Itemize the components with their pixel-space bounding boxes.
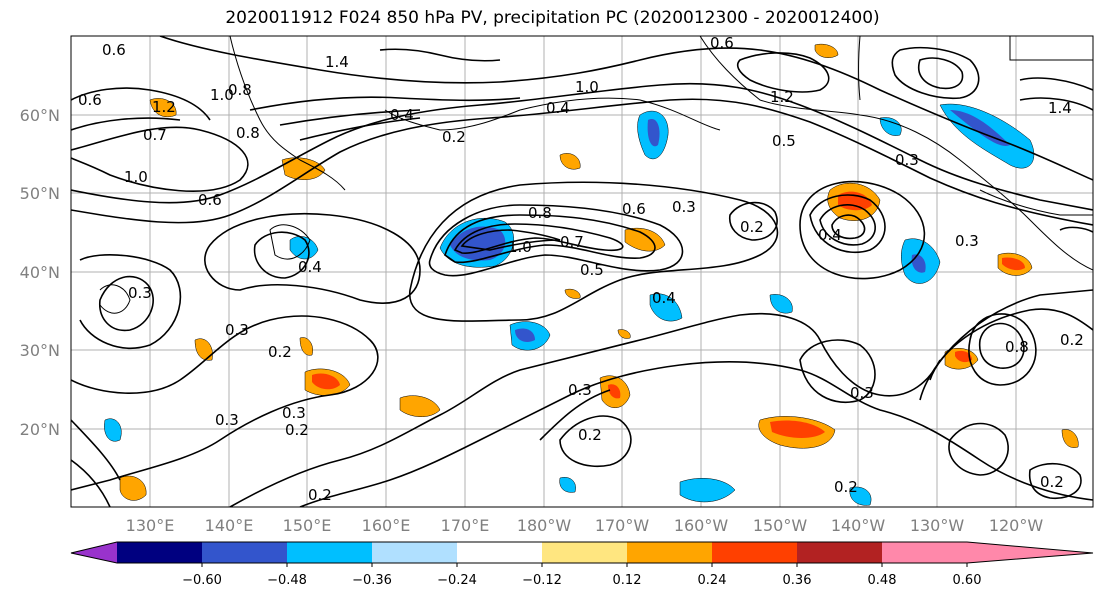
contour-label: 0.2 (442, 128, 466, 146)
contour-label: 0.2 (308, 486, 332, 504)
contour-label: 0.3 (955, 232, 979, 250)
contour-label: 0.2 (1060, 331, 1084, 349)
contour-label: 0.8 (528, 204, 552, 222)
longitude-label: 170°W (595, 516, 650, 535)
contour-label: 0.2 (740, 218, 764, 236)
longitude-label: 150°W (753, 516, 808, 535)
colorbar-tick-label: −0.24 (437, 573, 477, 588)
contour-label: 0.4 (546, 99, 570, 117)
latitude-label: 30°N (20, 341, 60, 360)
contour-label: 0.4 (390, 106, 414, 124)
pv-contours (71, 36, 1093, 507)
contour-label: 0.8 (236, 124, 260, 142)
colorbar: −0.60 −0.48 −0.36 −0.24 −0.12 0.12 0.24 … (70, 541, 1094, 588)
colorbar-segment (797, 542, 882, 563)
page-title: 2020011912 F024 850 hPa PV, precipitatio… (225, 8, 880, 28)
colorbar-tick-label: −0.60 (182, 573, 222, 588)
colorbar-segment (287, 542, 372, 563)
longitude-label: 170°E (441, 516, 490, 535)
colorbar-tick-label: 0.24 (698, 573, 727, 588)
contour-label: 0.5 (772, 132, 796, 150)
contour-label: 1.0 (124, 168, 148, 186)
latitude-label: 40°N (20, 263, 60, 282)
contour-label: 0.6 (622, 200, 646, 218)
colorbar-segment (542, 542, 627, 563)
longitude-label: 140°W (831, 516, 886, 535)
contour-label: 1.2 (152, 98, 176, 116)
longitude-label: 160°E (362, 516, 411, 535)
colorbar-segment (882, 542, 967, 563)
contour-label: 0.4 (298, 258, 322, 276)
latitude-label: 50°N (20, 184, 60, 203)
latitude-axis: 60°N 50°N 40°N 30°N 20°N (20, 106, 60, 439)
colorbar-tick-label: 0.36 (783, 573, 812, 588)
colorbar-segment (457, 542, 542, 563)
longitude-label: 130°W (910, 516, 965, 535)
longitude-axis: 130°E 140°E 150°E 160°E 170°E 180°W 170°… (126, 516, 1044, 535)
contour-label: 0.3 (215, 411, 239, 429)
colorbar-tick-label: 0.48 (868, 573, 897, 588)
longitude-label: 160°W (674, 516, 729, 535)
contour-label: 0.7 (560, 233, 584, 251)
contour-label: 0.3 (672, 198, 696, 216)
contour-label: 0.8 (1005, 338, 1029, 356)
colorbar-segment (117, 542, 202, 563)
contour-label: 0.2 (578, 426, 602, 444)
contour-label: 1.0 (575, 78, 599, 96)
contour-label: 0.3 (568, 381, 592, 399)
colorbar-tick-label: 0.12 (613, 573, 642, 588)
contour-label: 0.2 (268, 343, 292, 361)
colorbar-segment (627, 542, 712, 563)
contour-label: 1.2 (770, 88, 794, 106)
colorbar-extend-low (71, 542, 117, 563)
contour-label: 0.3 (225, 321, 249, 339)
precipitation-shading (104, 43, 1079, 506)
contour-label: 0.6 (710, 34, 734, 52)
colorbar-segment (202, 542, 287, 563)
contour-label: 0.4 (652, 289, 676, 307)
latitude-label: 20°N (20, 420, 60, 439)
colorbar-extend-high (967, 542, 1093, 563)
contour-label: 0.2 (1040, 473, 1064, 491)
colorbar-segment (712, 542, 797, 563)
contour-label: 1.4 (1048, 99, 1072, 117)
contour-label: 0.5 (580, 261, 604, 279)
contour-label: 0.3 (282, 404, 306, 422)
longitude-label: 150°E (283, 516, 332, 535)
longitude-label: 130°E (126, 516, 175, 535)
longitude-label: 120°W (989, 516, 1044, 535)
contour-label: 0.8 (228, 81, 252, 99)
contour-label: 1.0 (508, 238, 532, 256)
longitude-label: 180°W (517, 516, 572, 535)
contour-label: 0.2 (834, 478, 858, 496)
colorbar-tick-label: −0.12 (522, 573, 562, 588)
colorbar-tick-label: 0.60 (953, 573, 982, 588)
colorbar-outline (70, 541, 1094, 564)
gridlines (71, 36, 1093, 507)
contour-label: 1.4 (325, 53, 349, 71)
contour-label: 0.6 (198, 191, 222, 209)
contour-labels: 0.6 1.4 1.2 1.0 0.8 0.7 0.6 1.0 0.4 0.2 … (78, 34, 1084, 504)
contour-label: 0.3 (128, 284, 152, 302)
contour-label: 0.7 (143, 126, 167, 144)
coastlines (99, 36, 1093, 314)
colorbar-tick-label: −0.48 (267, 573, 307, 588)
contour-label: 0.6 (102, 41, 126, 59)
contour-label: 1.0 (210, 86, 234, 104)
map-frame (70, 35, 1094, 508)
colorbar-segment (372, 542, 457, 563)
contour-label: 0.6 (78, 91, 102, 109)
contour-label: 0.3 (895, 151, 919, 169)
contour-label: 0.3 (850, 384, 874, 402)
longitude-label: 140°E (205, 516, 254, 535)
contour-label: 0.2 (285, 421, 309, 439)
contour-label: 0.4 (818, 226, 842, 244)
colorbar-tick-label: −0.36 (352, 573, 392, 588)
latitude-label: 60°N (20, 106, 60, 125)
